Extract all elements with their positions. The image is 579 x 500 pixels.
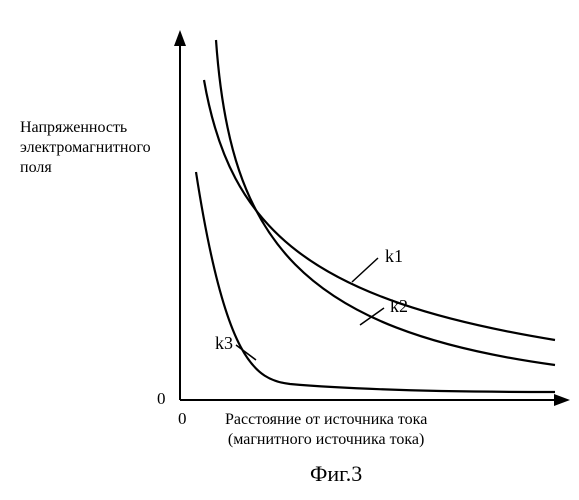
xlabel-line1: Расстояние от источника тока [225,410,427,430]
y-axis-label: Напряженность электромагнитного поля [20,118,151,178]
curve-k2 [216,40,555,365]
ylabel-line1: Напряженность [20,118,151,138]
figure-container: Напряженность электромагнитного поля Рас… [0,0,579,500]
curve-label-k2: k2 [390,295,408,318]
xlabel-line2: (магнитного источника тока) [225,430,427,450]
figure-caption: Фиг.3 [310,460,362,488]
origin-y-zero: 0 [157,388,166,409]
axes [174,30,570,406]
ylabel-line3: поля [20,158,151,178]
origin-x-zero: 0 [178,408,187,429]
leader-k1 [352,258,378,282]
ylabel-line2: электромагнитного [20,138,151,158]
curve-label-k3: k3 [215,332,233,355]
curve-label-k1: k1 [385,245,403,268]
x-axis-label: Расстояние от источника тока (магнитного… [225,410,427,450]
leader-k2 [360,308,384,325]
curve-k3 [196,172,555,392]
y-axis-arrow [174,30,186,46]
x-axis-arrow [554,394,570,406]
